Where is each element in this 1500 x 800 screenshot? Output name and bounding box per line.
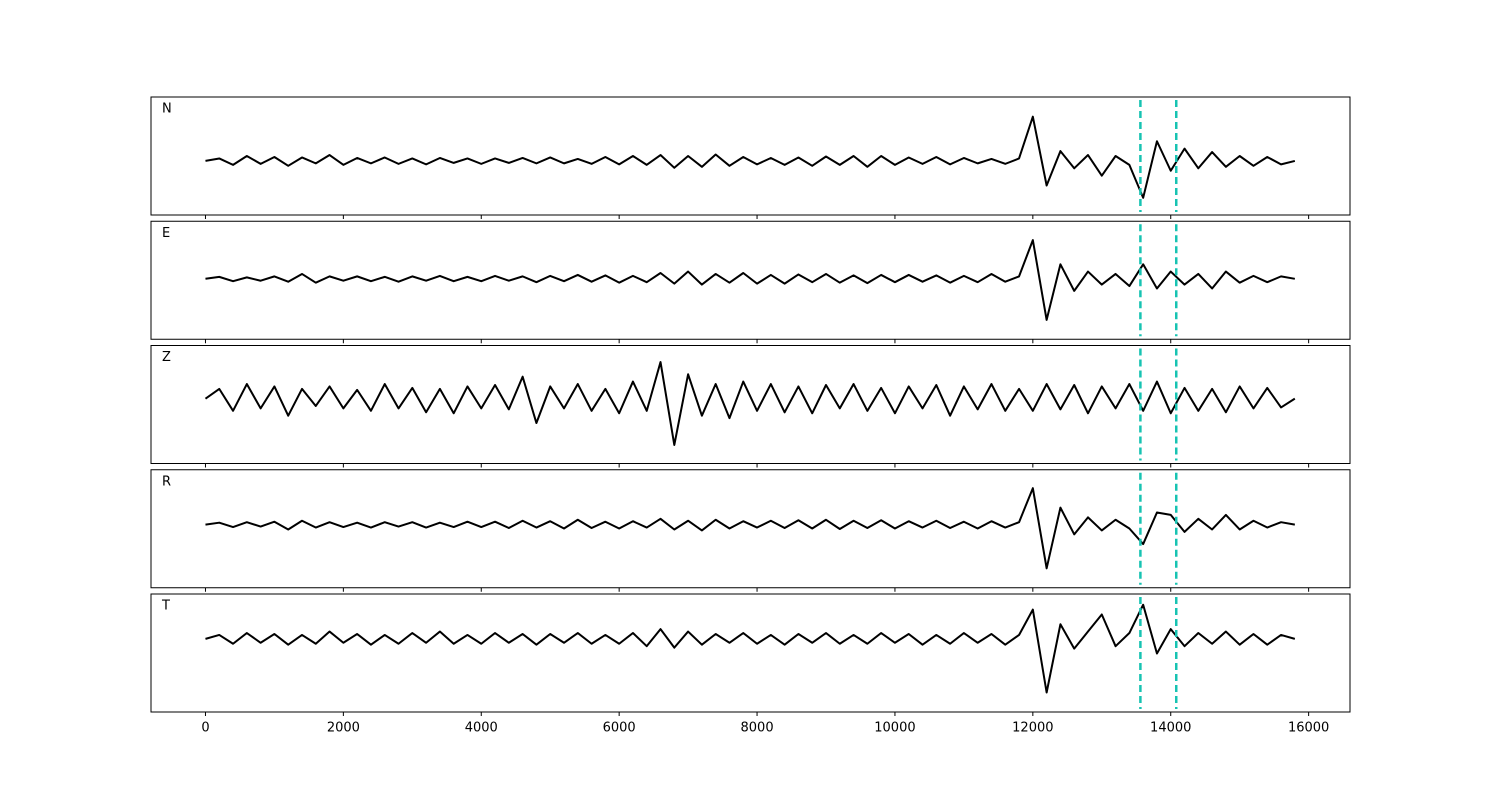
x-tick-label: 12000 — [1012, 721, 1053, 736]
x-tick-label: 10000 — [874, 721, 915, 736]
waveform — [205, 603, 1296, 694]
panel-frame — [150, 96, 1351, 216]
panel-label: T — [161, 599, 170, 614]
x-tick-label: 8000 — [741, 721, 774, 736]
panel-frame — [150, 345, 1351, 464]
x-tick-label: 6000 — [603, 721, 636, 736]
panel-label: N — [162, 102, 172, 117]
x-tick-label: 4000 — [465, 721, 498, 736]
waveform — [205, 239, 1296, 321]
panel-label: Z — [162, 350, 171, 365]
panel-label: E — [162, 226, 170, 241]
x-tick-label: 16000 — [1288, 721, 1329, 736]
panel-frame — [150, 220, 1351, 340]
waveform — [204, 361, 1296, 446]
x-tick-label: 0 — [201, 721, 209, 736]
panel-frame — [150, 469, 1351, 589]
waveform — [205, 115, 1296, 199]
panel-frame — [150, 593, 1351, 713]
x-tick-label: 2000 — [327, 721, 360, 736]
panel-label: R — [162, 474, 171, 489]
waveform — [205, 487, 1296, 570]
x-tick-label: 14000 — [1150, 721, 1191, 736]
